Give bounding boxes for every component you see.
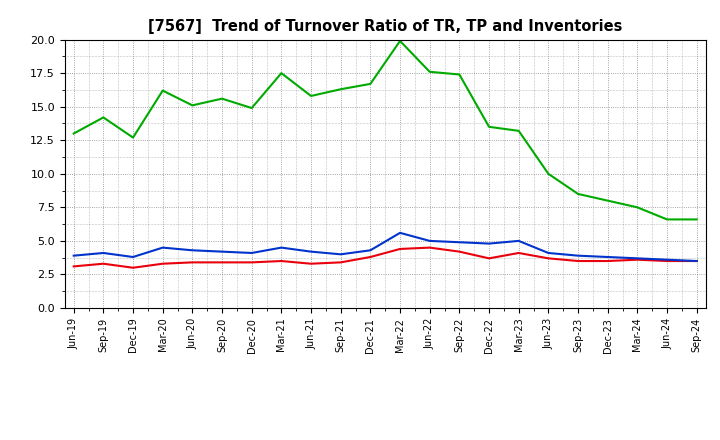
Trade Payables (662, 257, 671, 262)
Trade Receivables (366, 254, 374, 260)
Trade Receivables (248, 260, 256, 265)
Trade Payables (693, 258, 701, 264)
Trade Payables (366, 248, 374, 253)
Trade Receivables (217, 260, 226, 265)
Inventories (99, 115, 108, 120)
Inventories (307, 93, 315, 99)
Inventories (396, 38, 405, 44)
Trade Receivables (662, 258, 671, 264)
Inventories (336, 87, 345, 92)
Inventories (603, 198, 612, 203)
Trade Payables (485, 241, 493, 246)
Inventories (544, 171, 553, 176)
Trade Receivables (277, 258, 286, 264)
Trade Receivables (514, 250, 523, 256)
Trade Payables (69, 253, 78, 258)
Trade Receivables (633, 257, 642, 262)
Trade Receivables (129, 265, 138, 270)
Line: Trade Receivables: Trade Receivables (73, 248, 697, 268)
Trade Payables (336, 252, 345, 257)
Line: Trade Payables: Trade Payables (73, 233, 697, 261)
Trade Receivables (574, 258, 582, 264)
Trade Payables (396, 230, 405, 235)
Trade Receivables (544, 256, 553, 261)
Trade Payables (248, 250, 256, 256)
Trade Payables (544, 250, 553, 256)
Inventories (69, 131, 78, 136)
Inventories (485, 124, 493, 129)
Trade Payables (633, 256, 642, 261)
Inventories (217, 96, 226, 101)
Inventories (129, 135, 138, 140)
Trade Payables (217, 249, 226, 254)
Trade Payables (307, 249, 315, 254)
Title: [7567]  Trend of Turnover Ratio of TR, TP and Inventories: [7567] Trend of Turnover Ratio of TR, TP… (148, 19, 622, 34)
Trade Payables (188, 248, 197, 253)
Inventories (662, 217, 671, 222)
Trade Receivables (426, 245, 434, 250)
Trade Payables (158, 245, 167, 250)
Trade Receivables (188, 260, 197, 265)
Trade Receivables (603, 258, 612, 264)
Trade Payables (277, 245, 286, 250)
Inventories (455, 72, 464, 77)
Trade Payables (455, 240, 464, 245)
Trade Receivables (455, 249, 464, 254)
Trade Payables (574, 253, 582, 258)
Trade Receivables (485, 256, 493, 261)
Trade Payables (514, 238, 523, 244)
Trade Payables (99, 250, 108, 256)
Inventories (188, 103, 197, 108)
Trade Receivables (693, 258, 701, 264)
Inventories (277, 70, 286, 76)
Inventories (633, 205, 642, 210)
Trade Payables (426, 238, 434, 244)
Inventories (693, 217, 701, 222)
Inventories (158, 88, 167, 93)
Line: Inventories: Inventories (73, 41, 697, 220)
Inventories (366, 81, 374, 87)
Trade Receivables (307, 261, 315, 266)
Trade Receivables (336, 260, 345, 265)
Inventories (574, 191, 582, 197)
Trade Receivables (396, 246, 405, 252)
Trade Payables (603, 254, 612, 260)
Trade Receivables (99, 261, 108, 266)
Trade Payables (129, 254, 138, 260)
Inventories (514, 128, 523, 133)
Trade Receivables (158, 261, 167, 266)
Trade Receivables (69, 264, 78, 269)
Inventories (426, 69, 434, 74)
Inventories (248, 106, 256, 111)
